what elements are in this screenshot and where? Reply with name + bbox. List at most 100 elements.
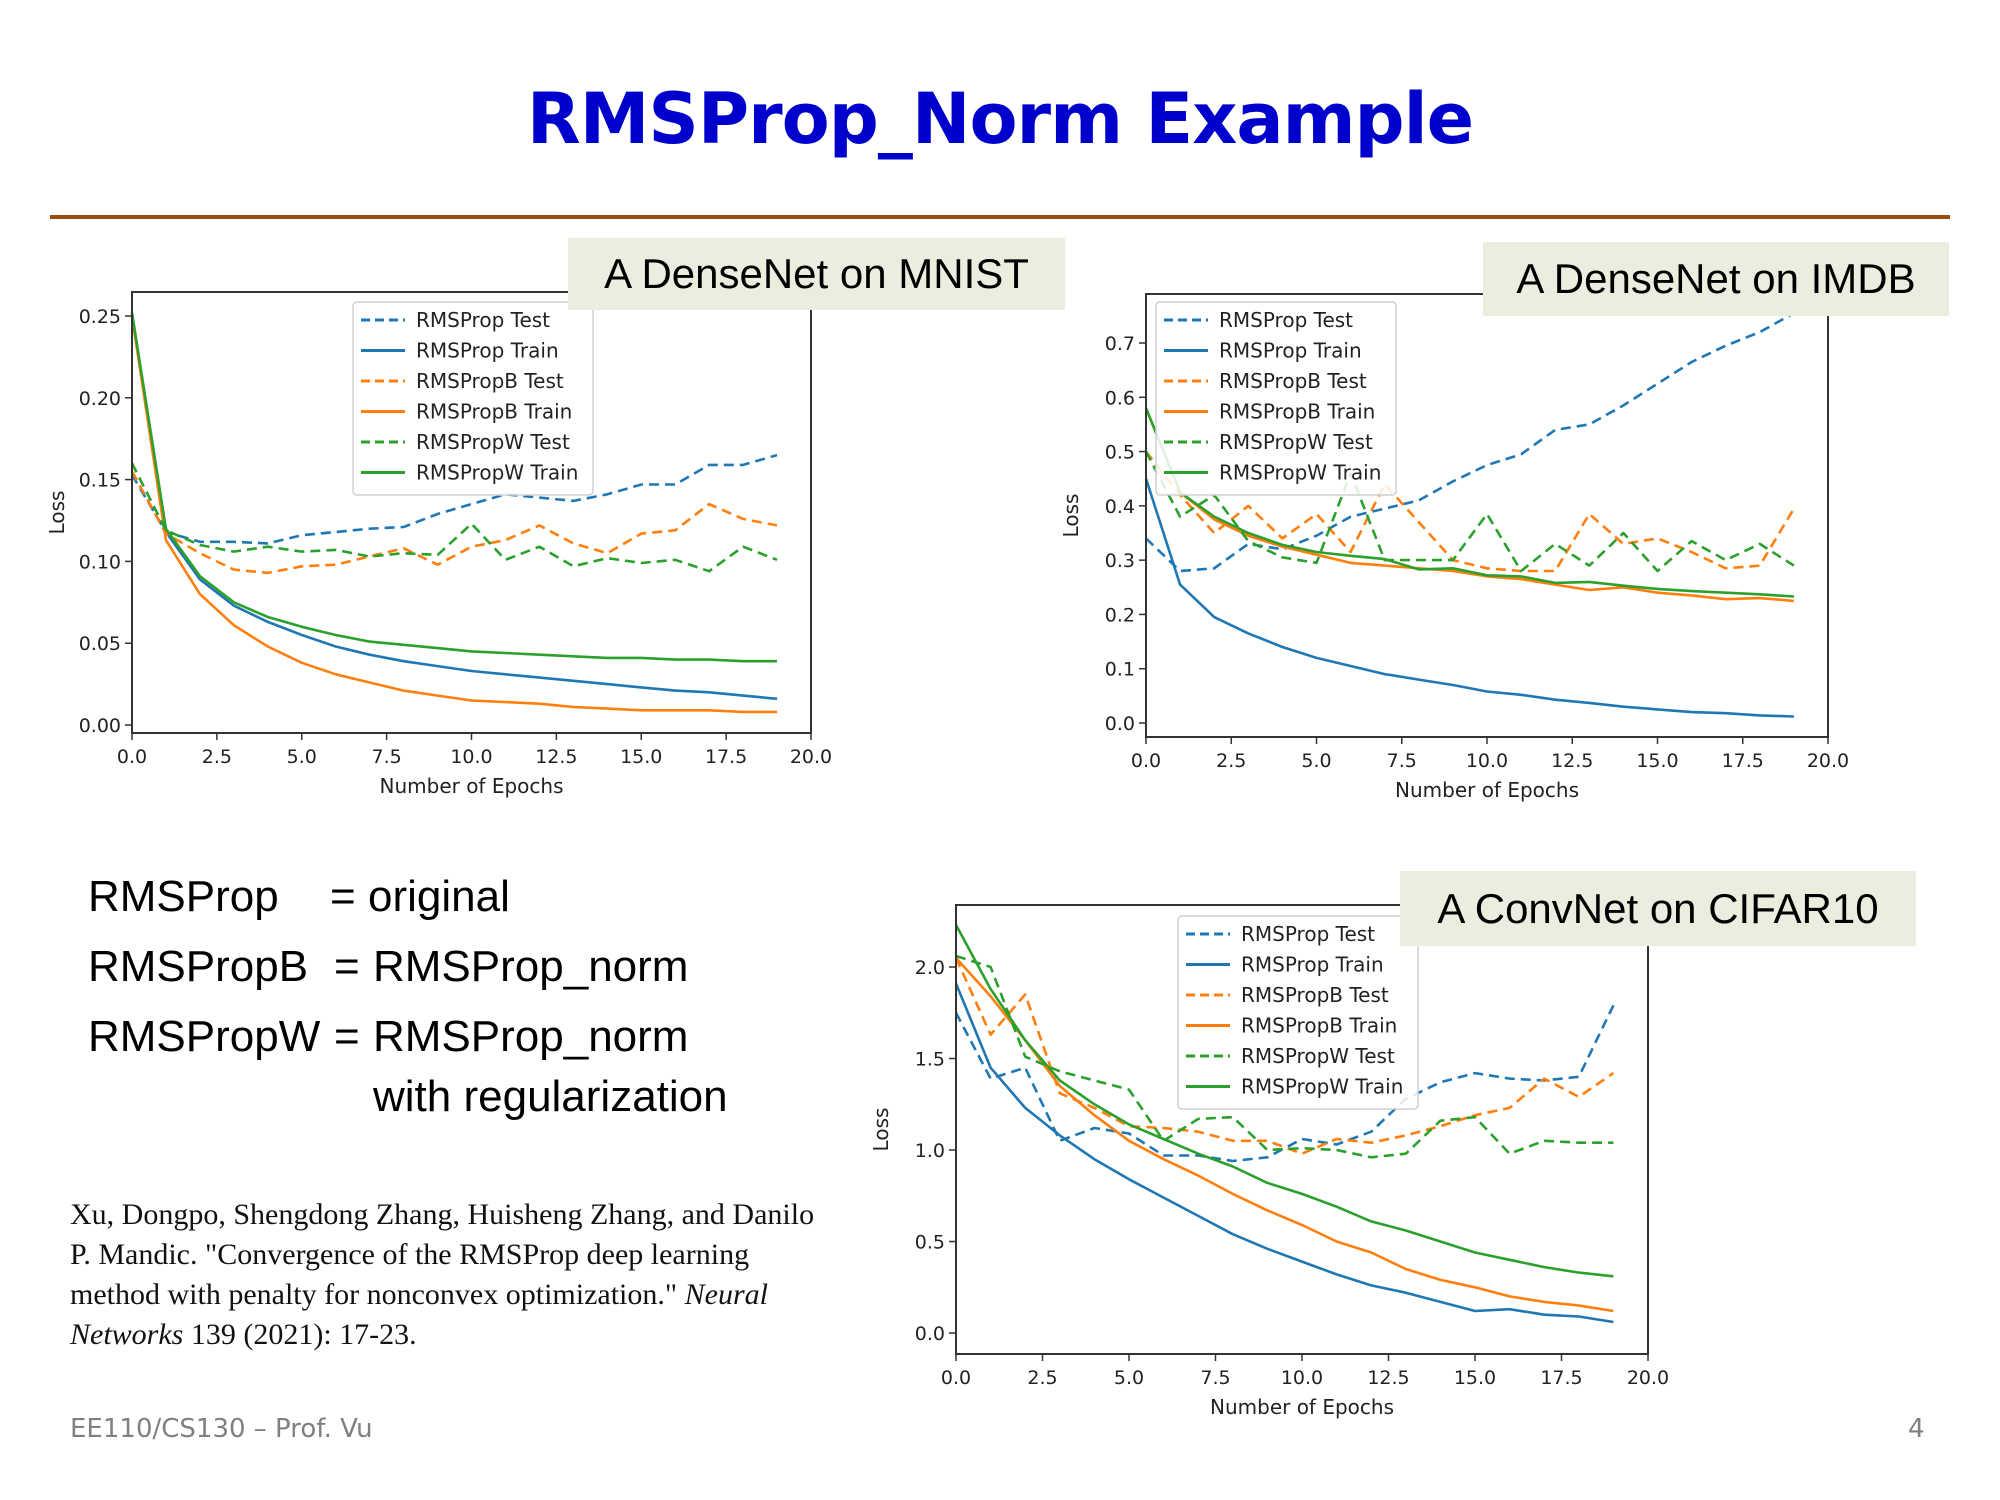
x-tick-label: 15.0: [620, 746, 662, 768]
series-line: [1144, 407, 1795, 603]
x-tick-label: 15.0: [1454, 1367, 1496, 1389]
x-axis-label: Number of Epochs: [380, 774, 564, 798]
y-tick-label: 1.0: [915, 1140, 945, 1162]
citation-text: Xu, Dongpo, Shengdong Zhang, Huisheng Zh…: [70, 1198, 815, 1311]
legend-label: RMSPropB Train: [1219, 400, 1375, 424]
page-number: 4: [1908, 1414, 1925, 1444]
x-tick-label: 0.0: [941, 1367, 971, 1389]
label-imdb: A DenseNet on IMDB: [1483, 242, 1949, 316]
y-tick-label: 0.10: [79, 551, 121, 573]
citation: Xu, Dongpo, Shengdong Zhang, Huisheng Zh…: [70, 1195, 830, 1355]
citation-volume: 139 (2021): 17-23.: [183, 1318, 417, 1351]
y-axis-label: Loss: [45, 491, 69, 535]
title-divider: [50, 215, 1950, 219]
y-tick-label: 1.5: [915, 1049, 945, 1071]
x-tick-label: 20.0: [790, 746, 832, 768]
y-tick-label: 0.20: [79, 388, 121, 410]
series-line: [954, 924, 1614, 1278]
series-line: [130, 462, 778, 573]
legend-label: RMSPropW Train: [1241, 1075, 1403, 1099]
legend-label: RMSProp Train: [1219, 339, 1362, 363]
y-tick-label: 0.2: [1105, 604, 1135, 626]
definition-eq: =: [330, 872, 356, 921]
legend-label: RMSProp Train: [416, 339, 559, 363]
definition-name: RMSProp: [88, 872, 279, 921]
x-tick-label: 10.0: [1466, 750, 1508, 772]
legend-label: RMSPropB Test: [416, 369, 564, 393]
definition-eq: =: [334, 942, 360, 991]
y-tick-label: 0.6: [1105, 387, 1135, 409]
x-tick-label: 17.5: [1540, 1367, 1582, 1389]
x-tick-label: 12.5: [1367, 1367, 1409, 1389]
legend-label: RMSPropW Train: [416, 461, 578, 485]
series-line: [954, 983, 1614, 1324]
series-line: [1144, 407, 1794, 598]
x-tick-label: 5.0: [1114, 1367, 1144, 1389]
x-tick-label: 5.0: [287, 746, 317, 768]
x-tick-label: 10.0: [450, 746, 492, 768]
series-line: [1144, 450, 1796, 573]
footer-course: EE110/CS130 – Prof. Vu: [70, 1414, 373, 1444]
legend-label: RMSProp Test: [1241, 922, 1375, 946]
legend-label: RMSPropW Test: [1241, 1044, 1395, 1068]
series-line: [954, 957, 1615, 1155]
y-tick-label: 0.7: [1105, 333, 1135, 355]
legend-label: RMSPropW Test: [1219, 430, 1373, 454]
y-tick-label: 0.05: [79, 633, 121, 655]
citation-journal: Neural Networks: [70, 1278, 768, 1351]
x-tick-label: 12.5: [1551, 750, 1593, 772]
x-tick-label: 0.0: [1131, 750, 1161, 772]
legend-label: RMSPropB Test: [1219, 369, 1367, 393]
y-tick-label: 0.4: [1105, 496, 1135, 518]
x-axis-label: Number of Epochs: [1395, 778, 1579, 802]
y-tick-label: 0.1: [1105, 659, 1135, 681]
legend-label: RMSPropW Test: [416, 430, 570, 454]
y-tick-label: 0.0: [1105, 713, 1135, 735]
definition-value: RMSProp_norm: [373, 942, 689, 991]
series-line: [955, 954, 1614, 1159]
definition-continuation: with regularization: [373, 1072, 728, 1121]
x-tick-label: 20.0: [1807, 750, 1849, 772]
series-line: [1144, 450, 1795, 573]
x-tick-label: 7.5: [1200, 1367, 1230, 1389]
y-tick-label: 0.15: [79, 470, 121, 492]
y-axis-label: Loss: [1059, 494, 1083, 538]
x-tick-label: 7.5: [372, 746, 402, 768]
x-tick-label: 10.0: [1281, 1367, 1323, 1389]
series-line: [130, 453, 778, 545]
x-axis-label: Number of Epochs: [1210, 1395, 1394, 1419]
x-tick-label: 7.5: [1387, 750, 1417, 772]
definition-value: RMSProp_norm: [373, 1012, 689, 1061]
x-tick-label: 20.0: [1627, 1367, 1669, 1389]
y-tick-label: 2.0: [915, 957, 945, 979]
legend-label: RMSPropB Train: [416, 400, 572, 424]
series-line: [955, 957, 1614, 1313]
y-tick-label: 0.25: [79, 306, 121, 328]
y-tick-label: 0.3: [1105, 550, 1135, 572]
legend-label: RMSProp Train: [1241, 953, 1384, 977]
x-tick-label: 15.0: [1636, 750, 1678, 772]
series-line: [130, 315, 778, 701]
y-tick-label: 0.0: [915, 1323, 945, 1345]
x-tick-label: 12.5: [535, 746, 577, 768]
legend-box: [352, 301, 594, 496]
label-cifar: A ConvNet on CIFAR10: [1400, 871, 1916, 946]
y-axis-label: Loss: [869, 1108, 893, 1152]
series-line: [1144, 478, 1794, 718]
series-line: [130, 315, 777, 714]
x-tick-label: 5.0: [1301, 750, 1331, 772]
x-tick-label: 0.0: [117, 746, 147, 768]
y-tick-label: 0.00: [79, 715, 121, 737]
legend-label: RMSProp Test: [416, 308, 550, 332]
x-tick-label: 2.5: [202, 746, 232, 768]
legend-label: RMSPropB Train: [1241, 1014, 1397, 1038]
x-tick-label: 17.5: [705, 746, 747, 768]
x-tick-label: 2.5: [1027, 1367, 1057, 1389]
x-tick-label: 17.5: [1722, 750, 1764, 772]
legend-label: RMSPropW Train: [1219, 461, 1381, 485]
legend-box: [1155, 301, 1397, 496]
series-line: [130, 312, 777, 663]
